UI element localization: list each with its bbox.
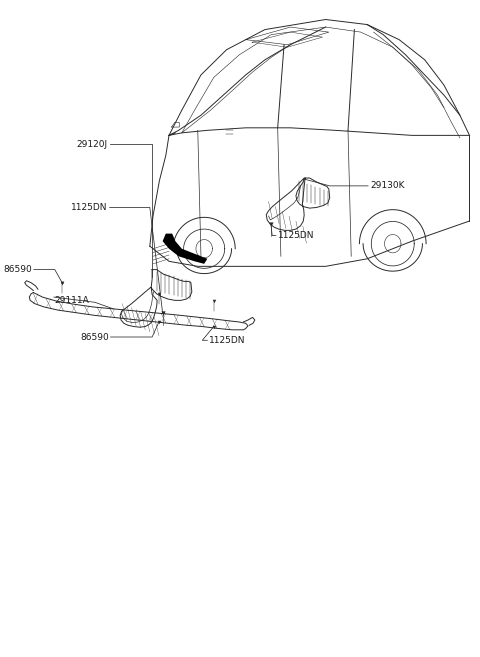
Polygon shape [163, 234, 207, 264]
Text: 1125DN: 1125DN [72, 203, 108, 212]
Text: 1125DN: 1125DN [209, 336, 246, 345]
Text: 86590: 86590 [80, 332, 108, 342]
Text: 1125DN: 1125DN [278, 231, 314, 240]
Text: 86590: 86590 [3, 265, 32, 274]
Text: 29111A: 29111A [55, 296, 90, 305]
Text: 29120J: 29120J [77, 139, 108, 148]
Text: 29130K: 29130K [370, 181, 405, 191]
